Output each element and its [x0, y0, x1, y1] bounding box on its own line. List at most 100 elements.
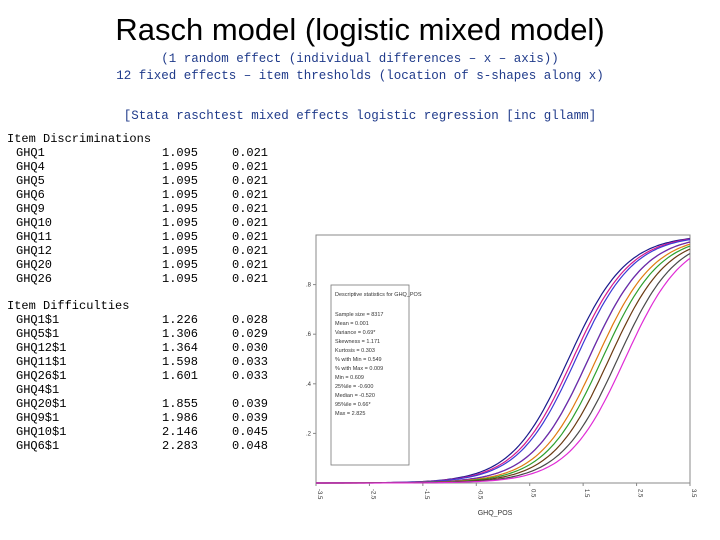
stats-box-line: 25%ile = -0.600 — [335, 384, 373, 390]
item-label: GHQ12 — [16, 244, 53, 258]
table-row: GHQ6 1.095 0.021 — [7, 188, 268, 202]
std-error-value: 0.021 — [232, 272, 269, 286]
difficulties-table: Item Difficulties GHQ1$1 1.226 0.028 GHQ5$1… — [7, 299, 268, 453]
y-tick-label: .6 — [306, 332, 312, 338]
std-error-value: 0.021 — [232, 202, 269, 216]
std-error-value: 0.021 — [232, 244, 269, 258]
stats-box-line: Min = 0.609 — [335, 375, 364, 381]
item-label: GHQ9 — [16, 202, 45, 216]
estimate-value: 1.855 — [162, 397, 199, 411]
stats-box-title: Descriptive statistics for GHQ_POS — [335, 292, 422, 298]
stats-box-frame — [330, 284, 410, 466]
table-row: GHQ20$1 1.855 0.039 — [7, 397, 268, 411]
stats-box-line: % with Min = 0.549 — [335, 357, 382, 363]
table-row: GHQ5 1.095 0.021 — [7, 174, 268, 188]
stats-box-line: Sample size = 8317 — [335, 312, 383, 318]
stats-box-line: Mean = 0.001 — [335, 321, 369, 327]
item-label: GHQ20 — [16, 258, 53, 272]
subtitle-random-effect: (1 random effect (individual differences… — [161, 52, 559, 66]
item-label: GHQ6$1 — [16, 439, 60, 453]
stats-box-line: 95%ile = 0.66* — [335, 402, 371, 408]
item-label: GHQ26 — [16, 272, 53, 286]
discriminations-heading: Item Discriminations — [7, 132, 152, 146]
table-row: GHQ11 1.095 0.021 — [7, 230, 268, 244]
table-row: GHQ10$1 2.146 0.045 — [7, 425, 268, 439]
x-tick-label: 2.5 — [637, 489, 643, 498]
table-row: GHQ11$1 1.598 0.033 — [7, 355, 268, 369]
table-row: GHQ9$1 1.986 0.039 — [7, 411, 268, 425]
icc-chart: .2 .4 .6 .8 -3.5 -2.5 -1.5 -0.5 0.5 1.5 2.5 3.5 De… — [306, 234, 696, 517]
std-error-value: 0.045 — [232, 425, 269, 439]
estimate-value: 1.095 — [162, 216, 199, 230]
estimate-value: 2.146 — [162, 425, 199, 439]
estimate-value: 1.364 — [162, 341, 199, 355]
std-error-value: 0.021 — [232, 146, 269, 160]
table-row: GHQ12$1 1.364 0.030 — [7, 341, 268, 355]
icc-curve — [316, 257, 691, 484]
table-row: GHQ4$1 — [7, 383, 129, 397]
item-label: GHQ5 — [16, 174, 45, 188]
y-tick-label: .4 — [306, 382, 312, 388]
stats-box-line: Skewness = 1.171 — [335, 339, 380, 345]
std-error-value: 0.021 — [232, 230, 269, 244]
stats-box-line: Variance = 0.69* — [335, 330, 376, 336]
estimate-value: 1.601 — [162, 369, 199, 383]
estimate-value: 2.283 — [162, 439, 199, 453]
std-error-value: 0.029 — [232, 327, 269, 341]
item-label: GHQ11$1 — [16, 355, 67, 369]
item-label: GHQ10 — [16, 216, 53, 230]
estimate-value: 1.095 — [162, 188, 199, 202]
table-row: GHQ26$1 1.601 0.033 — [7, 369, 268, 383]
std-error-value: 0.039 — [232, 397, 269, 411]
stats-box-line: Kurtosis = 0.303 — [335, 348, 375, 354]
table-row: GHQ9 1.095 0.021 — [7, 202, 268, 216]
estimate-value: 1.095 — [162, 230, 199, 244]
y-tick-label: .2 — [306, 431, 312, 437]
x-tick-label: 3.5 — [690, 489, 696, 498]
estimate-value: 1.095 — [162, 244, 199, 258]
x-tick-label: -1.5 — [423, 489, 429, 500]
estimate-value: 1.095 — [162, 160, 199, 174]
table-row: GHQ20 1.095 0.021 — [7, 258, 268, 272]
subtitle-fixed-effects: 12 fixed effects – item thresholds (loca… — [116, 69, 604, 83]
item-label: GHQ4$1 — [16, 383, 60, 397]
std-error-value: 0.028 — [232, 313, 269, 327]
std-error-value: 0.039 — [232, 411, 269, 425]
item-label: GHQ26$1 — [16, 369, 67, 383]
table-row: GHQ5$1 1.306 0.029 — [7, 327, 268, 341]
table-row: GHQ10 1.095 0.021 — [7, 216, 268, 230]
stats-box-line: Max = 2.825 — [335, 411, 365, 417]
std-error-value: 0.021 — [232, 216, 269, 230]
item-label: GHQ20$1 — [16, 397, 67, 411]
estimate-value: 1.095 — [162, 146, 199, 160]
y-tick-label: .8 — [306, 283, 312, 289]
item-label: GHQ6 — [16, 188, 45, 202]
std-error-value: 0.033 — [232, 369, 269, 383]
discriminations-table: Item Discriminations GHQ1 1.095 0.021 GHQ4 1… — [7, 132, 268, 286]
std-error-value: 0.033 — [232, 355, 269, 369]
table-row: GHQ6$1 2.283 0.048 — [7, 439, 268, 453]
x-tick-label: -3.5 — [316, 489, 322, 500]
x-axis-label: GHQ_POS — [478, 510, 513, 517]
x-tick-label: 0.5 — [530, 489, 536, 498]
std-error-value: 0.021 — [232, 258, 269, 272]
table-row: GHQ1$1 1.226 0.028 — [7, 313, 268, 327]
estimate-value: 1.986 — [162, 411, 199, 425]
table-row: GHQ12 1.095 0.021 — [7, 244, 268, 258]
stats-box-line: % with Max = 0.009 — [335, 366, 383, 372]
estimate-value: 1.095 — [162, 174, 199, 188]
table-row: GHQ1 1.095 0.021 — [7, 146, 268, 160]
stats-box: Descriptive statistics for GHQ_POS Sample… — [330, 284, 422, 466]
stats-box-line: Median = -0.520 — [335, 393, 375, 399]
std-error-value: 0.021 — [232, 188, 269, 202]
table-row: GHQ26 1.095 0.021 — [7, 272, 268, 286]
std-error-value: 0.021 — [232, 174, 269, 188]
table-row: GHQ4 1.095 0.021 — [7, 160, 268, 174]
estimate-value: 1.095 — [162, 258, 199, 272]
item-label: GHQ4 — [16, 160, 45, 174]
x-tick-label: -2.5 — [369, 489, 375, 500]
subtitle-stata: [Stata raschtest mixed effects logistic … — [123, 109, 597, 123]
item-label: GHQ1$1 — [16, 313, 60, 327]
estimate-value: 1.306 — [162, 327, 199, 341]
item-label: GHQ12$1 — [16, 341, 67, 355]
